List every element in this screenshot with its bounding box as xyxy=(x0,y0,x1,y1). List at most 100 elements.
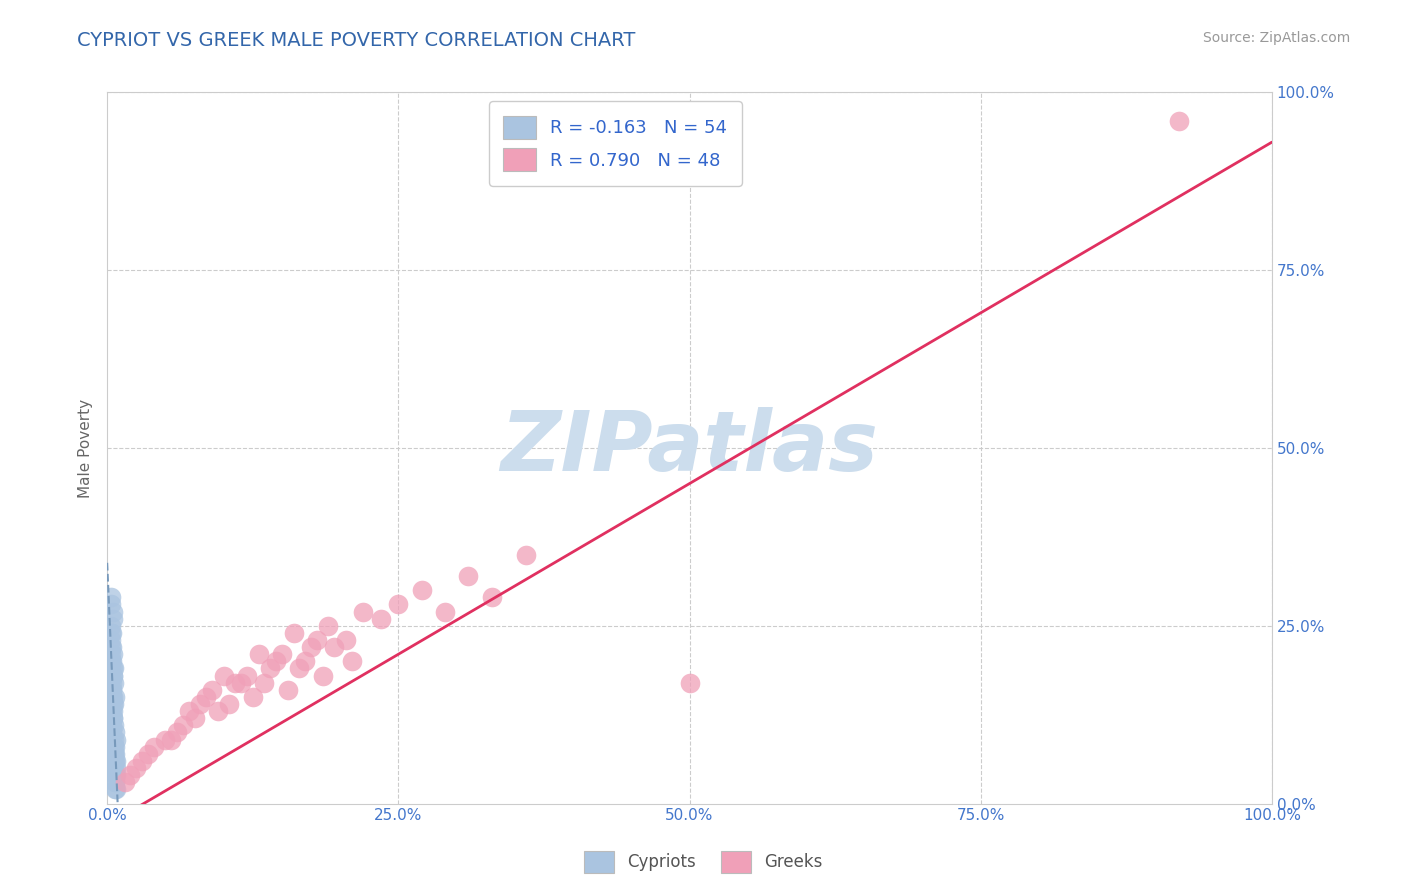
Point xyxy=(481,591,503,605)
Point xyxy=(311,668,333,682)
Point xyxy=(283,626,305,640)
Point xyxy=(299,640,322,654)
Point xyxy=(1167,113,1189,128)
Text: CYPRIOT VS GREEK MALE POVERTY CORRELATION CHART: CYPRIOT VS GREEK MALE POVERTY CORRELATIO… xyxy=(77,31,636,50)
Point xyxy=(101,690,124,704)
Point xyxy=(411,583,433,598)
Point xyxy=(103,732,125,747)
Point xyxy=(100,626,122,640)
Point xyxy=(100,633,122,648)
Point xyxy=(104,775,127,789)
Point xyxy=(236,668,259,682)
Point xyxy=(352,605,374,619)
Point xyxy=(253,675,276,690)
Point xyxy=(323,640,346,654)
Point xyxy=(247,647,270,661)
Point xyxy=(105,782,128,797)
Point xyxy=(103,747,125,761)
Point xyxy=(104,775,127,789)
Point xyxy=(340,654,363,668)
Point xyxy=(103,718,125,732)
Point xyxy=(101,697,124,711)
Point xyxy=(104,754,127,768)
Point xyxy=(101,626,124,640)
Point xyxy=(101,668,124,682)
Point xyxy=(177,704,200,718)
Point xyxy=(104,768,127,782)
Point xyxy=(101,612,124,626)
Point xyxy=(101,675,124,690)
Point xyxy=(100,654,122,668)
Point xyxy=(104,782,127,797)
Point xyxy=(101,661,124,675)
Legend: Cypriots, Greeks: Cypriots, Greeks xyxy=(576,845,830,880)
Point xyxy=(104,690,127,704)
Point xyxy=(212,668,235,682)
Point xyxy=(100,619,122,633)
Point xyxy=(105,761,128,775)
Point xyxy=(370,612,392,626)
Point xyxy=(100,661,122,675)
Point xyxy=(201,682,224,697)
Point xyxy=(104,725,127,739)
Point xyxy=(305,633,328,648)
Text: ZIPatlas: ZIPatlas xyxy=(501,408,879,489)
Point xyxy=(101,711,124,725)
Point xyxy=(142,739,165,754)
Point xyxy=(335,633,357,648)
Point xyxy=(387,598,409,612)
Point xyxy=(105,754,128,768)
Point xyxy=(103,761,125,775)
Point xyxy=(100,640,122,654)
Point xyxy=(101,640,124,654)
Point xyxy=(183,711,205,725)
Point xyxy=(101,704,124,718)
Point xyxy=(114,775,136,789)
Legend: R = -0.163   N = 54, R = 0.790   N = 48: R = -0.163 N = 54, R = 0.790 N = 48 xyxy=(489,102,742,186)
Point xyxy=(318,619,340,633)
Point xyxy=(101,668,124,682)
Point xyxy=(101,605,124,619)
Point xyxy=(101,718,124,732)
Point xyxy=(218,697,240,711)
Point xyxy=(103,697,125,711)
Point xyxy=(101,647,124,661)
Point xyxy=(288,661,311,675)
Point xyxy=(103,675,125,690)
Y-axis label: Male Poverty: Male Poverty xyxy=(79,399,93,498)
Point xyxy=(101,711,124,725)
Point xyxy=(101,690,124,704)
Point xyxy=(101,682,124,697)
Point xyxy=(101,682,124,697)
Point xyxy=(105,768,128,782)
Point xyxy=(155,732,177,747)
Point xyxy=(172,718,194,732)
Point xyxy=(160,732,183,747)
Point xyxy=(229,675,252,690)
Point xyxy=(207,704,229,718)
Point xyxy=(105,732,128,747)
Point xyxy=(100,598,122,612)
Text: Source: ZipAtlas.com: Source: ZipAtlas.com xyxy=(1202,31,1350,45)
Point xyxy=(136,747,159,761)
Point xyxy=(515,548,537,562)
Point xyxy=(103,747,125,761)
Point xyxy=(242,690,264,704)
Point xyxy=(433,605,456,619)
Point xyxy=(131,754,153,768)
Point xyxy=(103,754,125,768)
Point xyxy=(294,654,316,668)
Point xyxy=(100,591,122,605)
Point xyxy=(188,697,211,711)
Point xyxy=(125,761,148,775)
Point xyxy=(457,569,479,583)
Point xyxy=(104,747,127,761)
Point xyxy=(103,739,125,754)
Point xyxy=(104,739,127,754)
Point xyxy=(224,675,246,690)
Point xyxy=(270,647,292,661)
Point xyxy=(101,704,124,718)
Point xyxy=(277,682,299,697)
Point xyxy=(259,661,281,675)
Point xyxy=(264,654,287,668)
